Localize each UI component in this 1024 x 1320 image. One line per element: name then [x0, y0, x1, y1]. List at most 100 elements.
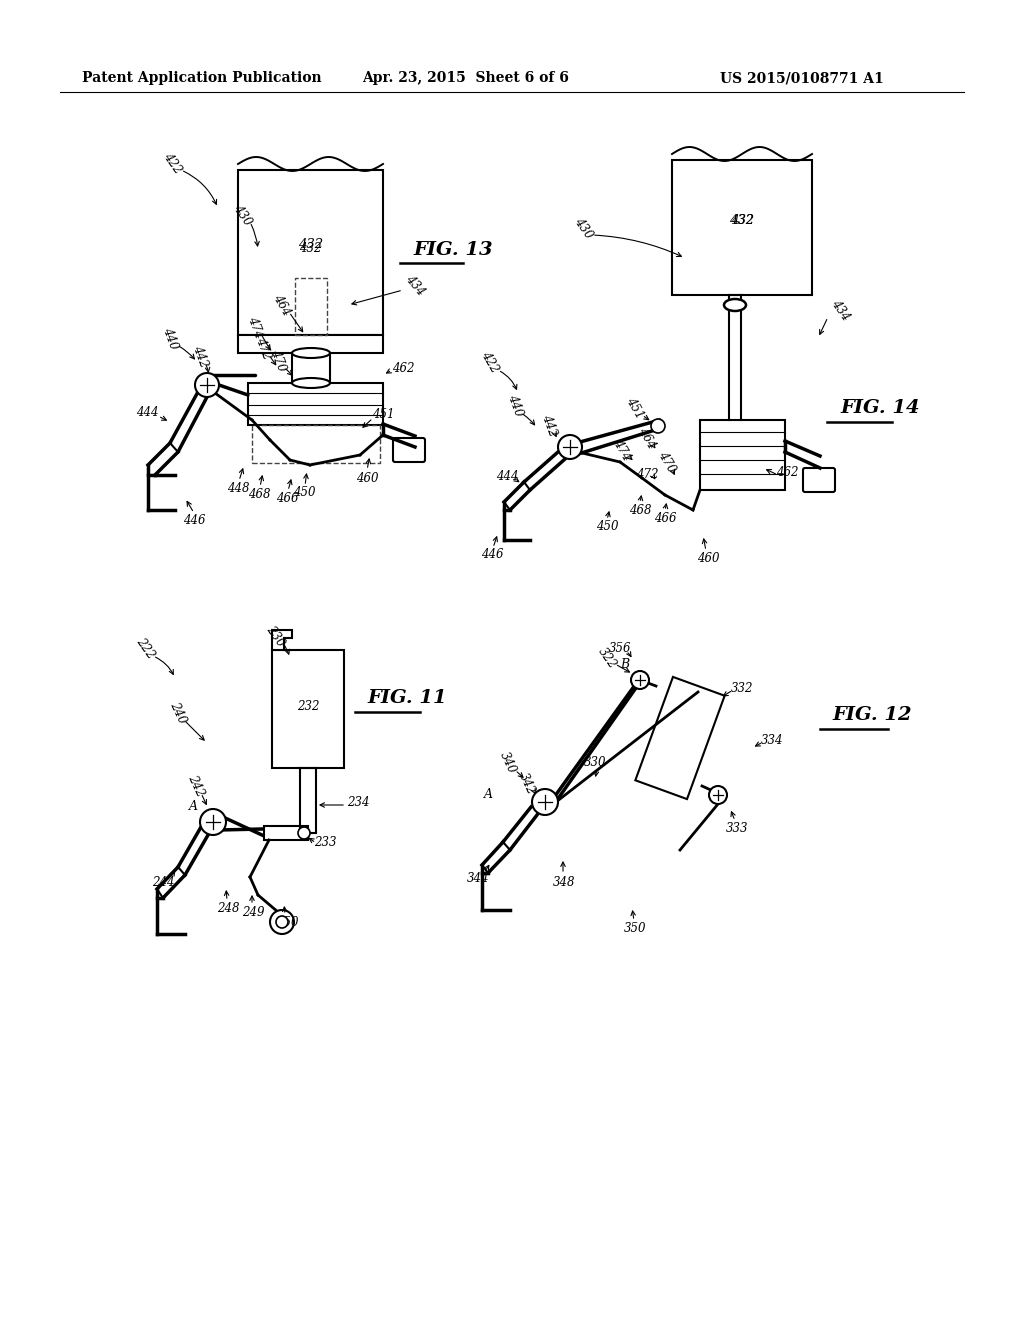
Bar — [295, 279, 327, 335]
Text: 232: 232 — [297, 700, 319, 713]
Text: 222: 222 — [133, 635, 157, 661]
Circle shape — [270, 909, 294, 935]
Polygon shape — [272, 630, 292, 649]
Text: US 2015/0108771 A1: US 2015/0108771 A1 — [720, 71, 884, 84]
Text: 348: 348 — [553, 875, 575, 888]
Text: 322: 322 — [595, 645, 618, 671]
Text: 342: 342 — [516, 771, 538, 797]
FancyBboxPatch shape — [393, 438, 425, 462]
Bar — [264, 826, 308, 840]
Text: 432: 432 — [731, 214, 754, 227]
Circle shape — [532, 789, 558, 814]
Text: Patent Application Publication: Patent Application Publication — [82, 71, 322, 84]
Text: 446: 446 — [480, 549, 503, 561]
Text: 422: 422 — [479, 348, 502, 375]
FancyBboxPatch shape — [803, 469, 835, 492]
Polygon shape — [148, 444, 178, 475]
Text: 470: 470 — [268, 347, 288, 372]
Circle shape — [558, 436, 582, 459]
Text: 240: 240 — [167, 700, 188, 726]
Text: 248: 248 — [217, 902, 240, 915]
Text: 344: 344 — [467, 871, 489, 884]
Text: 474: 474 — [245, 314, 265, 339]
Text: 333: 333 — [726, 821, 749, 834]
Bar — [700, 420, 785, 490]
Text: FIG. 13: FIG. 13 — [413, 242, 493, 259]
Polygon shape — [482, 842, 510, 873]
Text: 466: 466 — [653, 511, 676, 524]
Text: 434: 434 — [828, 297, 852, 323]
Text: 432: 432 — [729, 214, 755, 227]
Text: 472: 472 — [253, 335, 273, 360]
Text: 242: 242 — [185, 774, 207, 799]
Text: 250: 250 — [275, 916, 298, 928]
Text: 340: 340 — [498, 750, 518, 776]
Bar — [272, 649, 344, 768]
Circle shape — [709, 785, 727, 804]
Text: 460: 460 — [696, 552, 719, 565]
Circle shape — [298, 828, 310, 840]
Ellipse shape — [724, 300, 746, 312]
Bar — [252, 425, 380, 463]
Text: 472: 472 — [636, 469, 658, 482]
Bar — [635, 677, 725, 799]
Circle shape — [276, 916, 288, 928]
Text: 470: 470 — [655, 449, 678, 475]
Text: 451: 451 — [372, 408, 394, 421]
Text: 442: 442 — [539, 412, 559, 438]
Text: 451: 451 — [624, 395, 646, 421]
Text: 460: 460 — [355, 471, 378, 484]
Text: 230: 230 — [263, 623, 287, 649]
Ellipse shape — [292, 378, 330, 388]
Text: 466: 466 — [275, 491, 298, 504]
Bar — [672, 160, 812, 294]
Text: 249: 249 — [242, 906, 264, 919]
Text: 434: 434 — [402, 272, 427, 298]
Text: 448: 448 — [226, 482, 249, 495]
Text: 350: 350 — [624, 921, 646, 935]
Text: 356: 356 — [608, 642, 631, 655]
Polygon shape — [504, 482, 530, 510]
Text: 334: 334 — [761, 734, 783, 747]
Circle shape — [631, 671, 649, 689]
Bar — [248, 383, 383, 425]
Text: 244: 244 — [152, 875, 174, 888]
Text: 442: 442 — [190, 343, 210, 368]
Text: 462: 462 — [776, 466, 799, 479]
Text: 430: 430 — [571, 215, 595, 242]
Circle shape — [200, 809, 226, 836]
Text: 440: 440 — [505, 392, 525, 418]
Text: 464: 464 — [270, 292, 293, 318]
Text: A: A — [188, 800, 198, 813]
Text: FIG. 14: FIG. 14 — [840, 399, 920, 417]
Polygon shape — [157, 867, 185, 898]
Text: 450: 450 — [596, 520, 618, 533]
Text: 332: 332 — [731, 681, 754, 694]
Text: 432: 432 — [298, 238, 323, 251]
Text: A: A — [483, 788, 493, 801]
Text: 430: 430 — [230, 202, 254, 228]
Text: 444: 444 — [136, 407, 159, 420]
Text: 474: 474 — [610, 437, 633, 463]
Circle shape — [195, 374, 219, 397]
Text: 464: 464 — [636, 425, 658, 451]
Text: B: B — [621, 659, 630, 672]
Bar — [238, 335, 383, 352]
Text: 446: 446 — [182, 513, 205, 527]
Text: 233: 233 — [313, 837, 336, 850]
Circle shape — [651, 418, 665, 433]
Text: FIG. 12: FIG. 12 — [831, 706, 911, 723]
Text: 444: 444 — [496, 470, 518, 483]
Text: 462: 462 — [392, 362, 415, 375]
Text: Apr. 23, 2015  Sheet 6 of 6: Apr. 23, 2015 Sheet 6 of 6 — [362, 71, 569, 84]
Bar — [238, 170, 383, 335]
Text: FIG. 11: FIG. 11 — [367, 689, 446, 708]
Text: 432: 432 — [299, 242, 322, 255]
Text: 330: 330 — [584, 755, 606, 768]
Ellipse shape — [292, 348, 330, 358]
Text: 468: 468 — [629, 503, 651, 516]
Text: 450: 450 — [293, 487, 315, 499]
Text: 468: 468 — [248, 487, 270, 500]
Text: 234: 234 — [347, 796, 370, 809]
Text: 440: 440 — [160, 325, 180, 351]
